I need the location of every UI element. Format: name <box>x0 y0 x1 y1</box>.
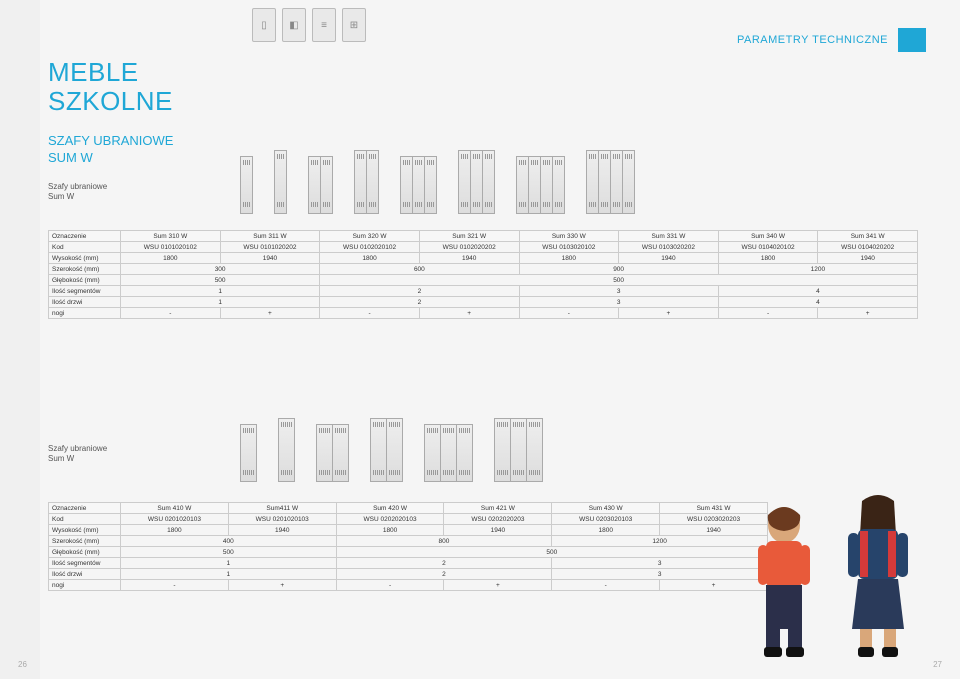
page-number-left: 26 <box>18 660 27 669</box>
spec-table-1: OznaczenieSum 310 WSum 311 WSum 320 WSum… <box>48 230 918 319</box>
locker-illustration <box>274 150 286 214</box>
left-accent-band <box>0 0 40 679</box>
locker-illustration <box>400 156 436 214</box>
brand-title-line1: MEBLE <box>48 57 139 87</box>
locker-illustration <box>458 150 494 214</box>
sidebar: MEBLE SZKOLNE SZAFY UBRANIOWE SUM W <box>48 58 218 167</box>
tech-params-badge: PARAMETRY TECHNICZNE <box>737 28 926 52</box>
locker-illustration <box>278 418 294 482</box>
page-number-right: 27 <box>933 660 942 669</box>
child-photo-1 <box>748 501 820 661</box>
locker-illustration <box>516 156 564 214</box>
locker-illustration-row-1 <box>240 150 634 214</box>
child-photo-2 <box>838 489 918 661</box>
category-title: SZAFY UBRANIOWE SUM W <box>48 133 218 167</box>
tech-params-label: PARAMETRY TECHNICZNE <box>737 34 888 46</box>
header-icon: ▯ <box>252 8 276 42</box>
category-line1: SZAFY UBRANIOWE <box>48 133 173 148</box>
section2-label: Szafy ubraniowe Sum W <box>48 444 107 463</box>
locker-illustration <box>316 424 348 482</box>
header-icon: ⊞ <box>342 8 366 42</box>
section1-label: Szafy ubraniowe Sum W <box>48 182 107 201</box>
locker-illustration <box>494 418 542 482</box>
locker-illustration <box>586 150 634 214</box>
brand-title: MEBLE SZKOLNE <box>48 58 218 115</box>
locker-illustration <box>308 156 332 214</box>
locker-illustration-row-2 <box>240 418 542 482</box>
locker-illustration <box>240 424 256 482</box>
locker-illustration <box>354 150 378 214</box>
category-line2: SUM W <box>48 150 93 165</box>
header-icon: ◧ <box>282 8 306 42</box>
brand-title-line2: SZKOLNE <box>48 86 173 116</box>
locker-illustration <box>424 424 472 482</box>
spec-table-2: OznaczenieSum 410 WSum411 WSum 420 WSum … <box>48 502 768 591</box>
locker-illustration <box>240 156 252 214</box>
header-icon: ≡ <box>312 8 336 42</box>
accent-block <box>898 28 926 52</box>
locker-illustration <box>370 418 402 482</box>
header-icon-row: ▯ ◧ ≡ ⊞ <box>252 8 366 42</box>
